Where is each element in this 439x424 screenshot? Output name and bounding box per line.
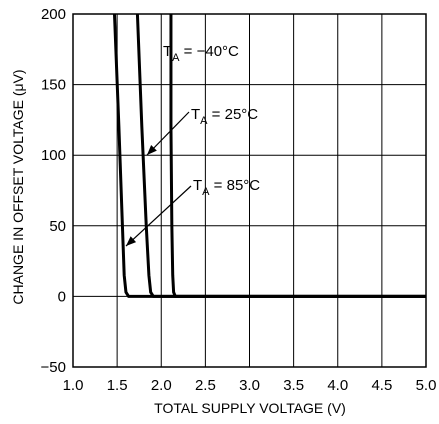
plot-frame xyxy=(72,13,427,368)
annotation-arrow-line xyxy=(125,185,192,247)
annotation-arrow-head xyxy=(147,145,157,155)
x-tick-labels: 1.0 1.5 2.0 2.5 3.0 3.5 4.0 4.5 5.0 xyxy=(63,377,437,394)
x-tick-label: 4.5 xyxy=(371,377,392,394)
x-tick-label: 2.5 xyxy=(195,377,216,394)
y-tick-label: 0 xyxy=(58,288,66,305)
annotation-label: TA = 25°C xyxy=(191,106,258,127)
series-line xyxy=(135,13,426,298)
x-tick-label: 2.0 xyxy=(151,377,172,394)
y-tick-label: −50 xyxy=(41,359,66,376)
y-tick-label: 150 xyxy=(41,77,66,94)
x-tick-label: 1.0 xyxy=(63,377,84,394)
x-tick-label: 3.5 xyxy=(283,377,304,394)
y-tick-label: 200 xyxy=(41,6,66,23)
annotation-arrows xyxy=(125,111,192,247)
series-line xyxy=(169,14,426,298)
annotation-label: TA = 85°C xyxy=(193,177,260,198)
y-tick-labels: −50 0 50 100 150 200 xyxy=(41,6,66,376)
x-tick-label: 5.0 xyxy=(416,377,437,394)
annotations: TA = −40°C TA = 25°C TA = 85°C xyxy=(163,43,260,198)
annotation-arrow-line xyxy=(146,111,190,156)
annotation-label: TA = −40°C xyxy=(163,43,239,64)
x-axis-title: TOTAL SUPPLY VOLTAGE (V) xyxy=(154,400,346,416)
x-tick-label: 3.0 xyxy=(239,377,260,394)
y-tick-label: 50 xyxy=(49,218,66,235)
y-tick-label: 100 xyxy=(41,147,66,164)
chart-series xyxy=(112,13,426,298)
x-tick-label: 4.0 xyxy=(327,377,348,394)
x-tick-label: 1.5 xyxy=(107,377,128,394)
series-line xyxy=(112,13,426,298)
annotation-arrow-head xyxy=(126,236,137,246)
y-axis-title: CHANGE IN OFFSET VOLTAGE (μV) xyxy=(10,69,26,304)
